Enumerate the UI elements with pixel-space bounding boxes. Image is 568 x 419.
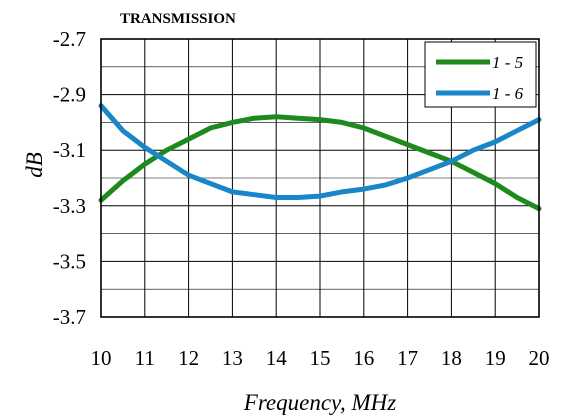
chart-title: TRANSMISSION (120, 11, 236, 27)
legend-label-1-6: 1 - 6 (492, 84, 524, 103)
legend-label-1-5: 1 - 5 (492, 53, 523, 72)
x-tick-label: 15 (310, 346, 331, 370)
x-tick-label: 17 (397, 346, 418, 370)
x-tick-label: 19 (485, 346, 506, 370)
x-axis-label: Frequency, MHz (243, 390, 396, 415)
y-tick-label: -3.7 (53, 305, 86, 329)
plot-area-border (100, 38, 540, 318)
x-tick-label: 20 (529, 346, 550, 370)
legend: 1 - 5 1 - 6 (424, 41, 537, 108)
series-layer (98, 103, 542, 212)
x-tick-label: 12 (178, 346, 199, 370)
series-line-1-6 (98, 103, 542, 200)
series-line-1-5 (98, 114, 542, 212)
x-tick-label: 11 (135, 346, 155, 370)
y-tick-label: -3.3 (53, 194, 86, 218)
y-axis-ticks: -2.7 -2.9 -3.1 -3.3 -3.5 -3.7 (53, 27, 86, 329)
y-tick-label: -2.7 (53, 27, 86, 51)
legend-box (424, 41, 537, 108)
x-tick-label: 13 (222, 346, 243, 370)
x-tick-label: 10 (91, 346, 112, 370)
x-axis-ticks: 10 11 12 13 14 15 16 17 18 19 20 (91, 346, 550, 370)
x-tick-label: 16 (353, 346, 374, 370)
y-tick-label: -2.9 (53, 83, 86, 107)
x-tick-label: 18 (441, 346, 462, 370)
y-axis-label: dB (22, 152, 47, 178)
x-tick-label: 14 (266, 346, 288, 370)
y-tick-label: -3.5 (53, 249, 86, 273)
y-tick-label: -3.1 (53, 138, 86, 162)
